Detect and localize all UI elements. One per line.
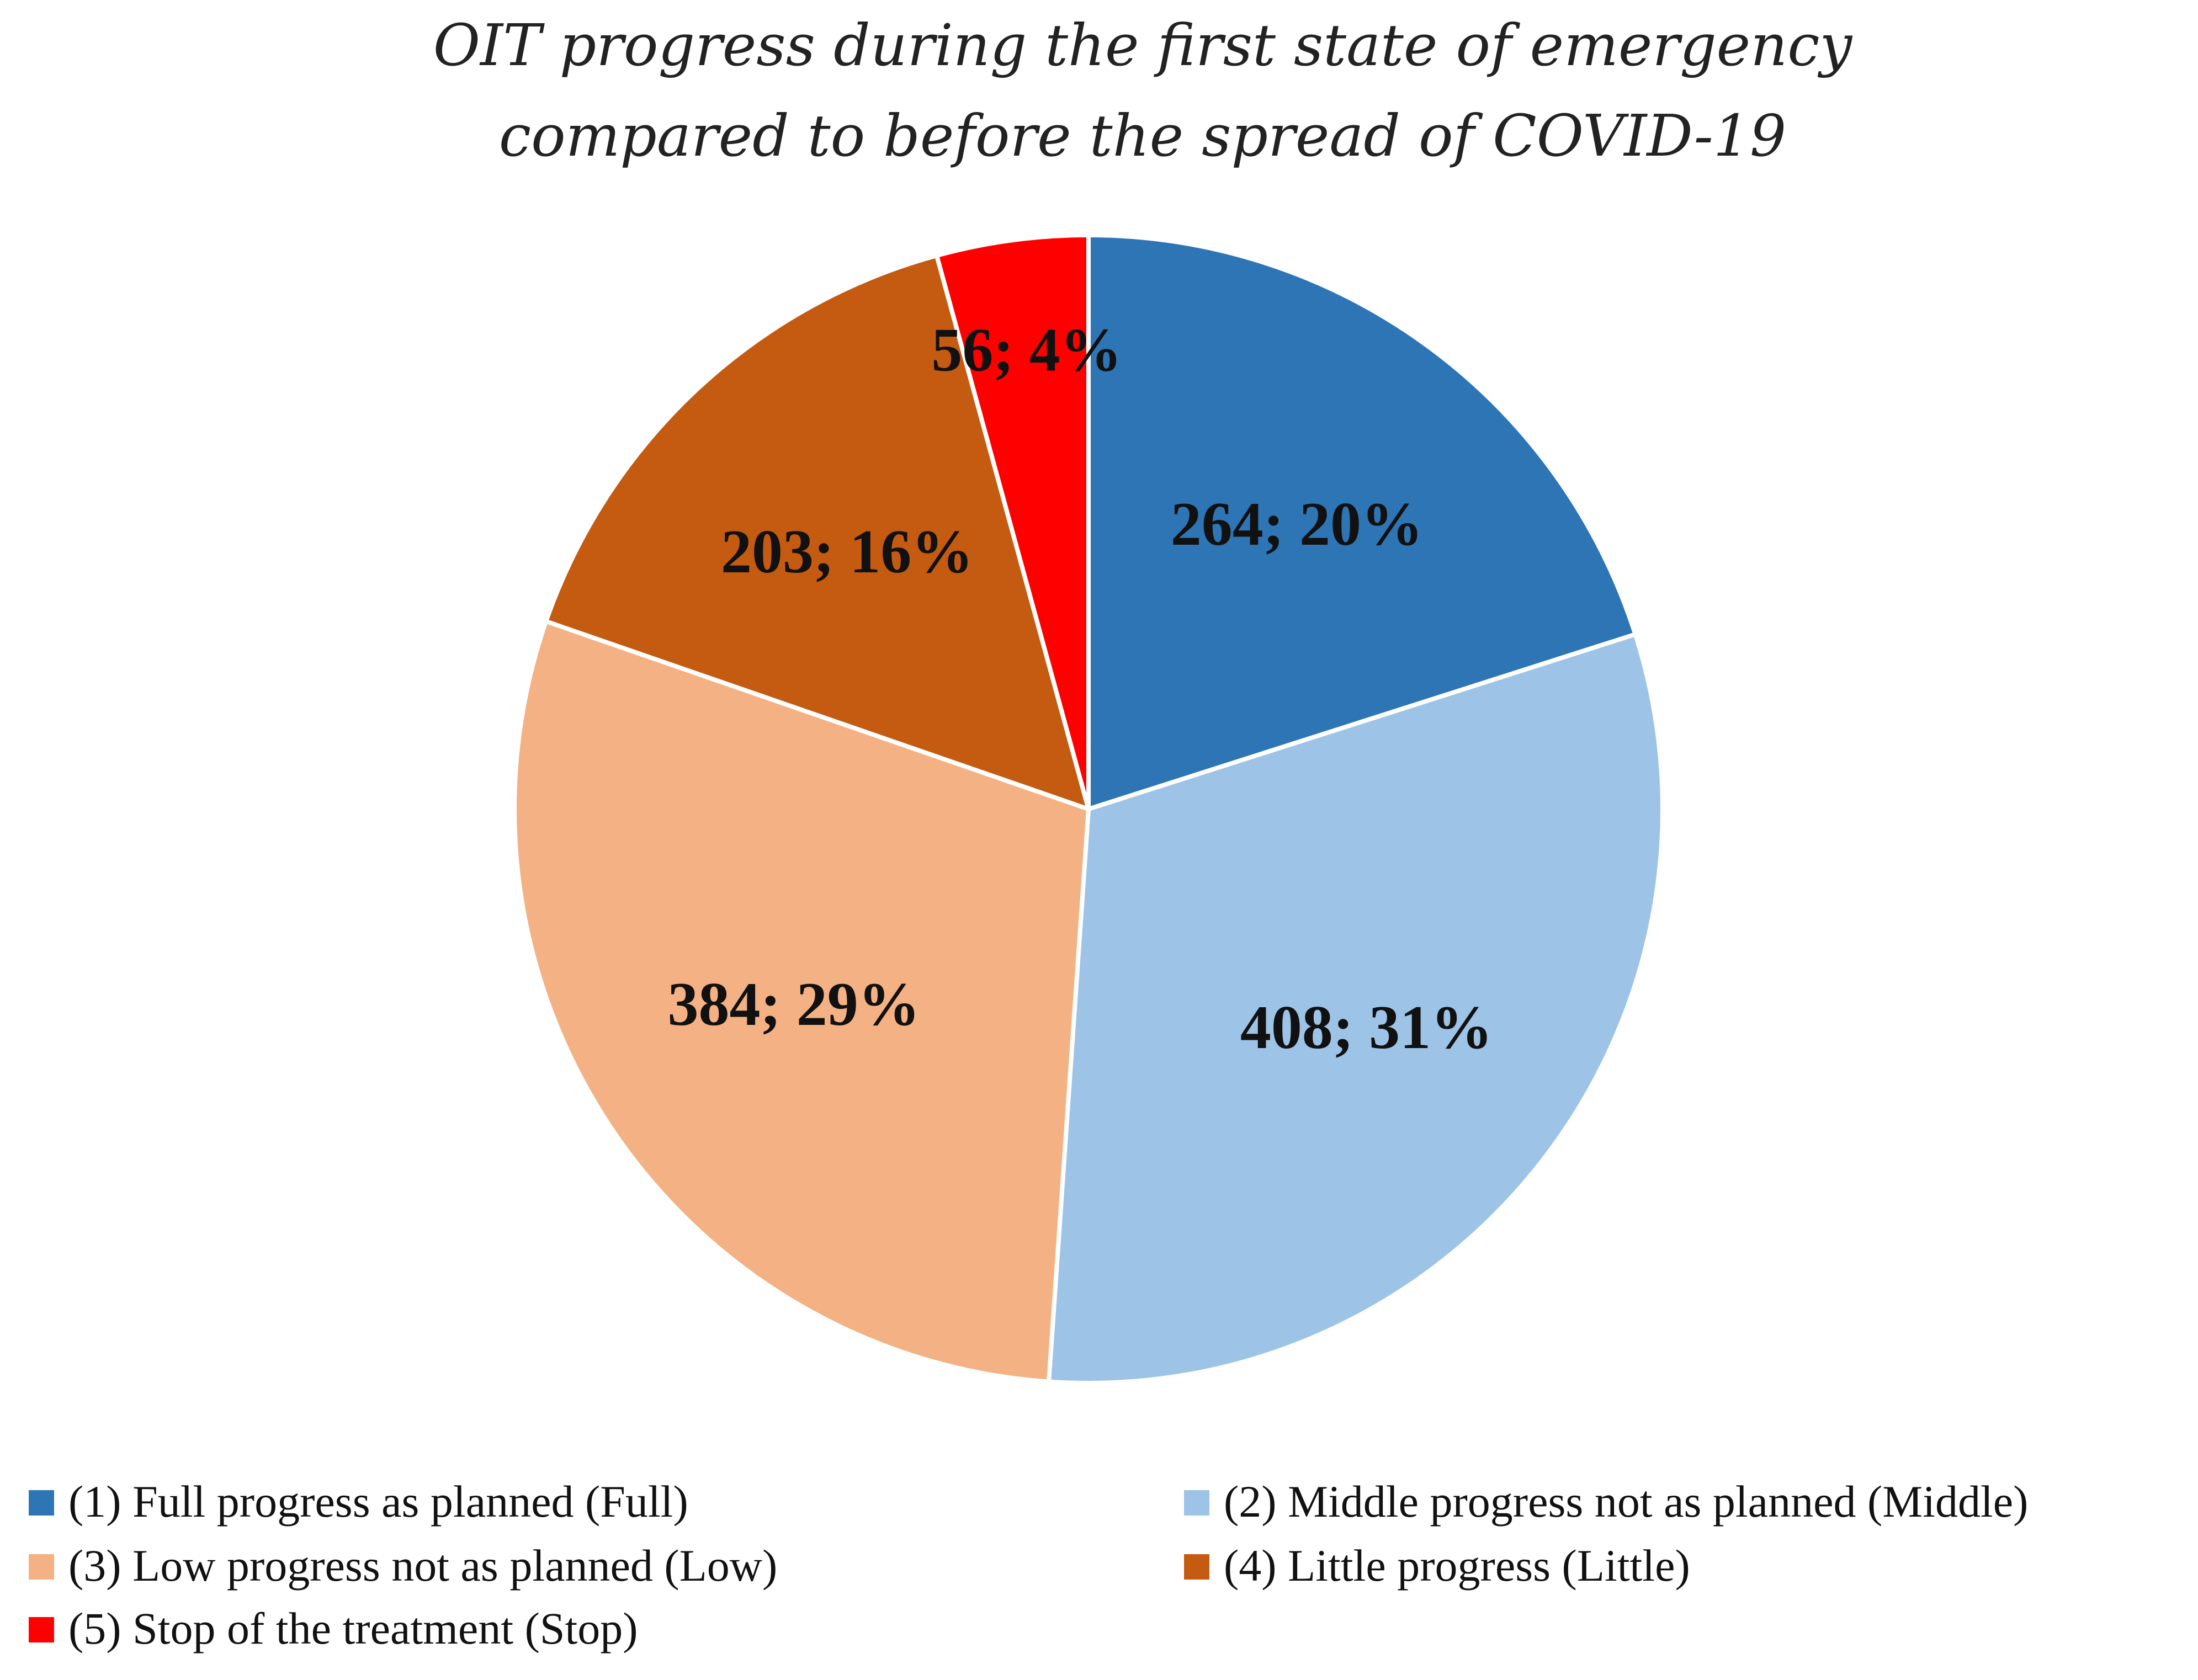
legend-swatch-1 bbox=[29, 1490, 54, 1516]
chart-legend: (1) Full progress as planned (Full) (2) M… bbox=[29, 1476, 2028, 1654]
legend-label-2: (2) Middle progress not as planned (Midd… bbox=[1224, 1476, 2028, 1527]
pie-slice-2 bbox=[1047, 632, 1665, 1385]
legend-label-5: (5) Stop of the treatment (Stop) bbox=[68, 1603, 638, 1654]
legend-swatch-2 bbox=[1184, 1490, 1209, 1516]
legend-swatch-3 bbox=[29, 1554, 54, 1580]
legend-label-1: (1) Full progress as planned (Full) bbox=[68, 1476, 688, 1527]
pie-data-label-3: 384; 29% bbox=[667, 970, 920, 1039]
pie-slice-4 bbox=[544, 253, 1091, 811]
pie-slice-3 bbox=[512, 619, 1091, 1384]
pie-data-label-4: 203; 16% bbox=[721, 518, 973, 586]
legend-label-3: (3) Low progress not as planned (Low) bbox=[68, 1540, 777, 1591]
pie-data-labels: 264; 20% 408; 31% 384; 29% 203; 16% 56; 4% bbox=[667, 316, 1493, 1062]
pie-data-label-2: 408; 31% bbox=[1240, 993, 1493, 1062]
pie-slice-1 bbox=[1086, 233, 1638, 811]
chart-title: OIT progress during the first state of e… bbox=[433, 12, 1853, 169]
legend-swatch-4 bbox=[1184, 1554, 1209, 1580]
legend-swatch-5 bbox=[29, 1617, 54, 1642]
pie-data-label-5: 56; 4% bbox=[931, 316, 1122, 385]
pie-slices bbox=[512, 233, 1665, 1385]
legend-label-4: (4) Little progress (Little) bbox=[1224, 1540, 1690, 1591]
chart-title-line-2: compared to before the spread of COVID-1… bbox=[499, 102, 1786, 169]
pie-data-label-1: 264; 20% bbox=[1171, 490, 1423, 559]
pie-slice-5 bbox=[935, 233, 1091, 811]
chart-title-line-1: OIT progress during the first state of e… bbox=[433, 12, 1853, 79]
